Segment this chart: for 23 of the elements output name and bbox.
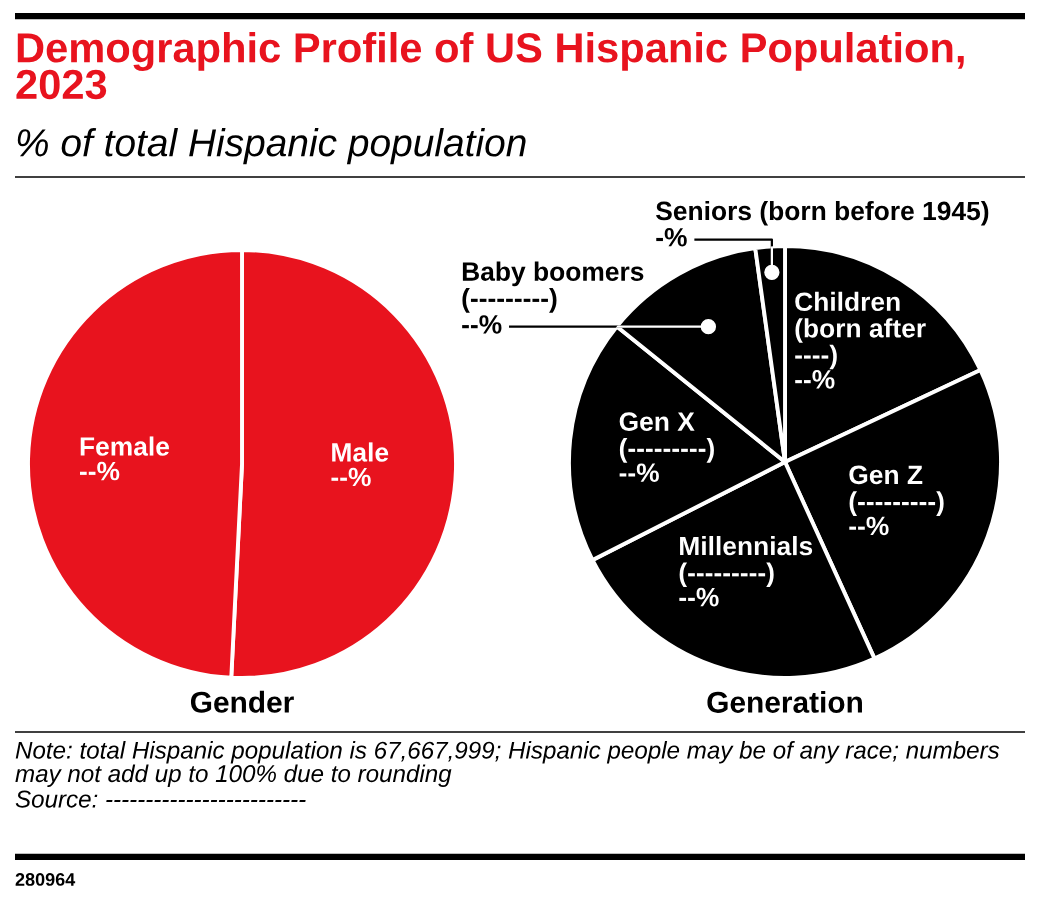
slice-label: Millennials (---------) xyxy=(679,535,813,588)
slice-label: Gen Z (---------) xyxy=(849,465,944,516)
data-label: --% xyxy=(795,370,835,389)
slice-label: Children (born after ----) xyxy=(795,291,926,370)
text: 280964 xyxy=(15,873,76,886)
text: Generation xyxy=(707,690,862,713)
chart-title: Demographic Profile of US Hispanic Population, 2023 xyxy=(16,32,964,100)
data-label: -% xyxy=(656,227,687,247)
data-label: --% xyxy=(79,461,120,481)
slice-label: Seniors (born before 1945) xyxy=(655,200,989,226)
slice-label: Baby boomers (---------) xyxy=(462,261,644,313)
slice-label: Gen X (---------) xyxy=(619,412,714,463)
slice-label: Female xyxy=(80,436,170,456)
data-label: --% xyxy=(331,467,371,487)
source-note: Source: ------------------------- xyxy=(15,790,306,808)
data-label: --% xyxy=(619,463,659,482)
data-label: --% xyxy=(462,315,502,334)
slice-label: Male xyxy=(332,442,389,462)
data-label: --% xyxy=(679,587,719,607)
data-label: --% xyxy=(849,516,889,536)
text: Gender xyxy=(190,690,294,713)
chart-subtitle: % of total Hispanic population xyxy=(17,128,526,165)
text: Note: total Hispanic population is 67,667,999; Hispanic people may be of any race; numbers may not add up to 100% due to rounding xyxy=(15,741,1000,787)
